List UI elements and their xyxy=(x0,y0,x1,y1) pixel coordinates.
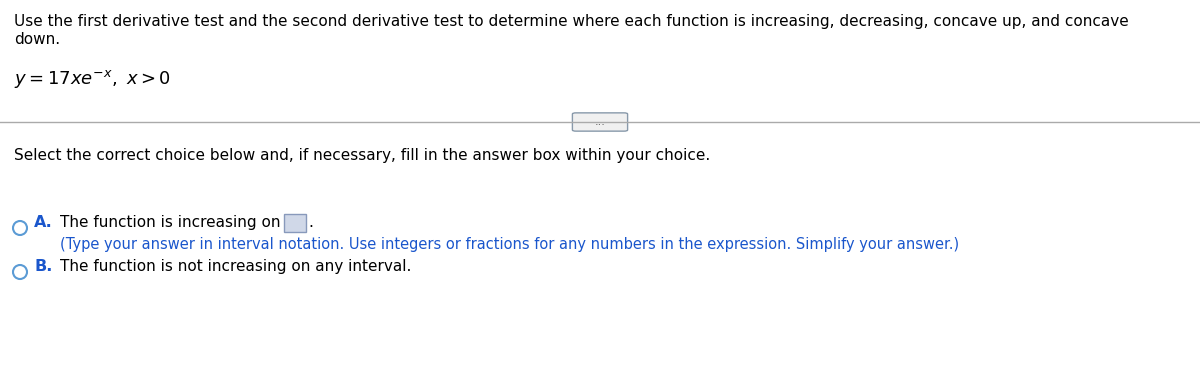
Circle shape xyxy=(13,265,28,279)
Text: Select the correct choice below and, if necessary, fill in the answer box within: Select the correct choice below and, if … xyxy=(14,148,710,163)
Text: (Type your answer in interval notation. Use integers or fractions for any number: (Type your answer in interval notation. … xyxy=(60,237,959,252)
Text: $y = 17xe^{-x}$$, \ x > 0$: $y = 17xe^{-x}$$, \ x > 0$ xyxy=(14,68,172,90)
Text: The function is increasing on: The function is increasing on xyxy=(60,215,281,230)
Text: B.: B. xyxy=(34,259,53,274)
Circle shape xyxy=(13,221,28,235)
Text: Use the first derivative test and the second derivative test to determine where : Use the first derivative test and the se… xyxy=(14,14,1129,29)
Text: ...: ... xyxy=(594,117,606,127)
Text: The function is not increasing on any interval.: The function is not increasing on any in… xyxy=(60,259,412,274)
Text: down.: down. xyxy=(14,32,60,47)
Text: .: . xyxy=(308,215,313,230)
Text: A.: A. xyxy=(34,215,53,230)
